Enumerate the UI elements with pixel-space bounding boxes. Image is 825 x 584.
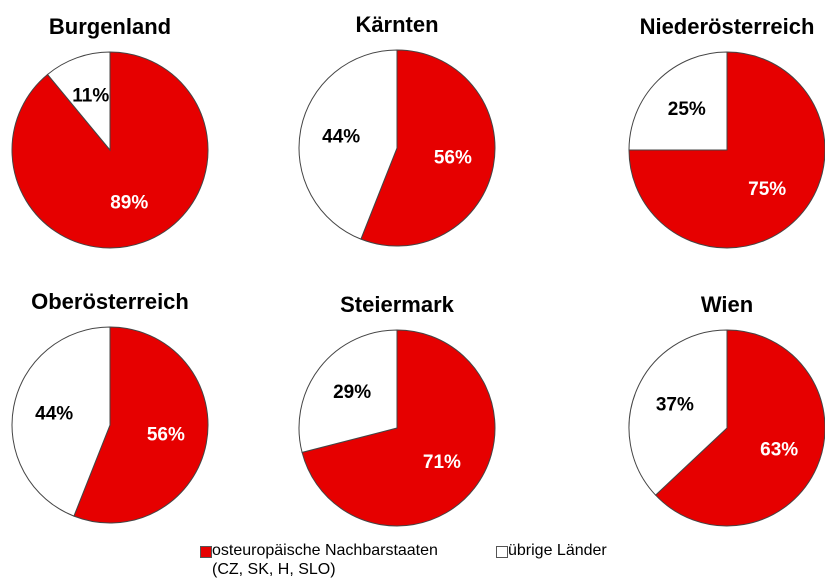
pie-slice	[46, 51, 111, 152]
legend-swatch	[200, 546, 212, 558]
data-label: 29%	[333, 382, 371, 403]
data-label: 44%	[35, 403, 73, 424]
data-label: 11%	[72, 86, 109, 107]
chart-title: Burgenland	[49, 14, 171, 39]
pie-slice	[628, 51, 728, 151]
chart-title: Oberösterreich	[31, 289, 189, 314]
chart-title: Kärnten	[355, 12, 438, 37]
legend-label: osteuropäische Nachbarstaaten (CZ, SK, H…	[212, 542, 438, 578]
pie-slice	[73, 326, 209, 524]
data-label: 25%	[668, 99, 706, 120]
chart-title: Niederösterreich	[640, 14, 815, 39]
data-label: 37%	[656, 394, 694, 415]
data-label: 63%	[760, 440, 798, 461]
pie-slice	[301, 329, 496, 527]
pie-slice	[628, 51, 825, 249]
pie-slice	[360, 49, 496, 247]
pie-slice	[654, 329, 825, 527]
pie-slice	[628, 329, 728, 496]
data-label: 44%	[322, 126, 360, 147]
legend-swatch	[496, 546, 508, 558]
pie-slice	[11, 326, 111, 517]
data-label: 71%	[423, 452, 461, 473]
pie-slice	[298, 49, 398, 240]
data-label: 89%	[110, 192, 148, 213]
data-label: 56%	[147, 425, 185, 446]
legend-label: übrige Länder	[508, 542, 607, 559]
pie-slice	[298, 329, 398, 453]
data-label: 56%	[434, 148, 472, 169]
chart-title: Wien	[701, 292, 753, 317]
data-label: 75%	[748, 179, 786, 200]
chart-title: Steiermark	[340, 292, 455, 317]
